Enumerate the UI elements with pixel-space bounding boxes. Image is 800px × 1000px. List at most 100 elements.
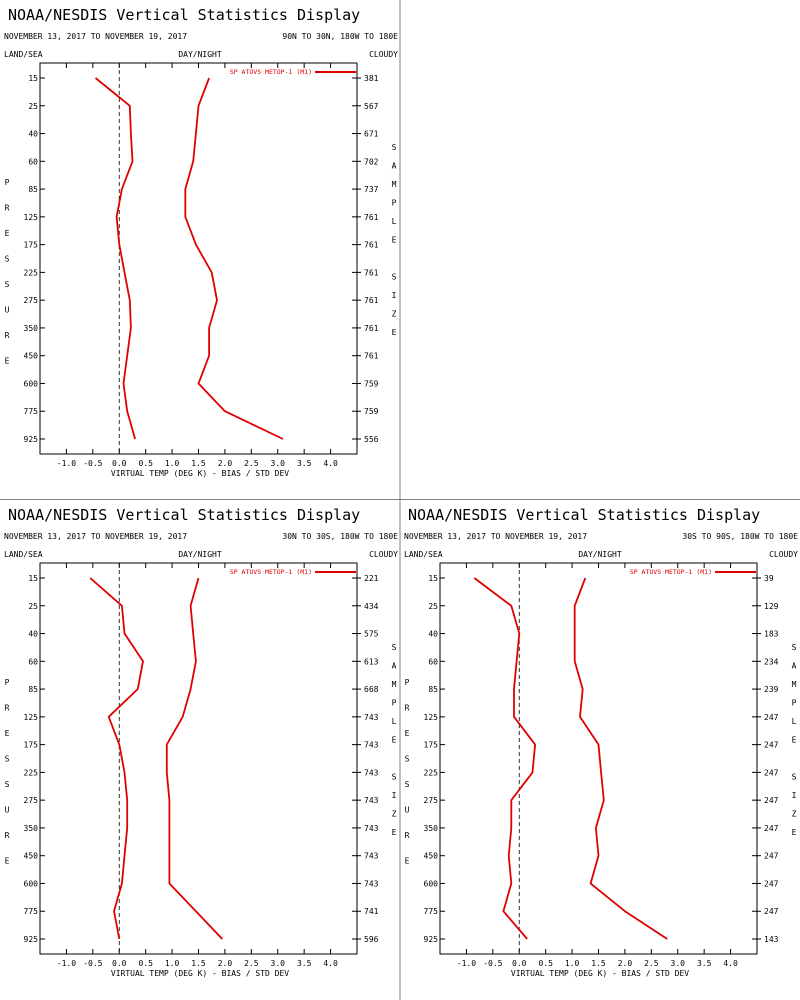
sample-size-label: 743 <box>364 852 379 861</box>
pressure-level-label: 125 <box>24 713 39 722</box>
land-sea-label: LAND/SEA <box>4 50 43 59</box>
pressure-level-label: 775 <box>24 407 39 416</box>
sample-size-label: 761 <box>364 324 379 333</box>
sample-size-label: 381 <box>364 74 379 83</box>
sample-size-label: 434 <box>364 602 379 611</box>
pressure-level-label: 60 <box>28 157 38 166</box>
pressure-level-label: 40 <box>28 130 38 139</box>
plot-frame <box>39 562 358 955</box>
sample-size-label: 596 <box>364 935 379 944</box>
x-tick-label: 2.5 <box>644 959 659 968</box>
pressure-level-label: 450 <box>24 852 39 861</box>
y2-axis-label-letter: P <box>392 199 397 208</box>
pressure-level-label: 125 <box>24 213 39 222</box>
sample-size-label: 39 <box>764 574 774 583</box>
y2-axis-label-letter: E <box>792 828 797 837</box>
y2-axis-label-letter: E <box>792 736 797 745</box>
y-axis-label-letter: S <box>405 755 410 764</box>
x-tick-label: 3.5 <box>297 459 312 468</box>
chart-title: NOAA/NESDIS Vertical Statistics Display <box>8 506 360 524</box>
date-range: NOVEMBER 13, 2017 TO NOVEMBER 19, 2017 <box>4 32 187 41</box>
pressure-level-label: 225 <box>424 768 439 777</box>
x-tick-label: 0.5 <box>538 959 553 968</box>
x-tick-label: 0.5 <box>138 459 153 468</box>
date-range: NOVEMBER 13, 2017 TO NOVEMBER 19, 2017 <box>4 532 187 541</box>
x-tick-label: 0.5 <box>138 959 153 968</box>
y2-axis-label-letter: M <box>792 680 797 689</box>
x-axis-label: VIRTUAL TEMP (DEG K) - BIAS / STD DEV <box>511 969 689 978</box>
sample-size-label: 743 <box>364 713 379 722</box>
pressure-level-label: 600 <box>24 879 39 888</box>
y2-axis-label-letter: I <box>392 291 397 300</box>
y2-axis-label-letter: M <box>392 680 397 689</box>
y-axis-label-letter: E <box>5 857 10 866</box>
y2-axis-label-letter: E <box>392 828 397 837</box>
y-axis-label-letter: E <box>5 229 10 238</box>
land-sea-label: LAND/SEA <box>4 550 43 559</box>
sample-size-label: 247 <box>764 907 779 916</box>
x-axis-label: VIRTUAL TEMP (DEG K) - BIAS / STD DEV <box>111 969 289 978</box>
pressure-level-label: 25 <box>28 102 38 111</box>
x-tick-label: 3.0 <box>271 459 286 468</box>
y-axis-label-letter: R <box>5 331 10 340</box>
panel-3: NOAA/NESDIS Vertical Statistics Display N… <box>404 506 798 978</box>
x-tick-label: 1.5 <box>191 959 206 968</box>
y2-axis-label-letter: S <box>392 273 397 282</box>
region-label: 90N TO 30N, 180W TO 180E <box>282 32 398 41</box>
x-tick-label: 2.0 <box>218 459 233 468</box>
y2-axis-label-letter: Z <box>392 810 397 819</box>
date-range: NOVEMBER 13, 2017 TO NOVEMBER 19, 2017 <box>404 532 587 541</box>
pressure-level-label: 275 <box>24 296 39 305</box>
x-tick-label: 3.0 <box>271 959 286 968</box>
pressure-level-label: 60 <box>28 657 38 666</box>
cloudy-label: CLOUDY <box>369 50 398 59</box>
y-axis-label-letter: P <box>405 678 410 687</box>
x-tick-label: 3.5 <box>697 959 712 968</box>
y2-axis-label-letter: I <box>792 791 797 800</box>
pressure-level-label: 775 <box>24 907 39 916</box>
y-axis-label-letter: S <box>405 780 410 789</box>
sample-size-label: 668 <box>364 685 379 694</box>
sample-size-label: 743 <box>364 879 379 888</box>
x-tick-label: 1.0 <box>565 959 580 968</box>
x-tick-label: 0.0 <box>112 459 127 468</box>
y2-axis-label-letter: S <box>392 773 397 782</box>
pressure-level-label: 225 <box>24 768 39 777</box>
y2-axis-label-letter: A <box>392 162 397 171</box>
x-axis-label: VIRTUAL TEMP (DEG K) - BIAS / STD DEV <box>111 469 289 478</box>
pressure-level-label: 60 <box>428 657 438 666</box>
y2-axis-label-letter: E <box>392 736 397 745</box>
region-label: 30N TO 30S, 180W TO 180E <box>282 532 398 541</box>
sample-size-label: 567 <box>364 102 379 111</box>
x-tick-label: -0.5 <box>83 959 102 968</box>
y-axis-label-letter: E <box>5 357 10 366</box>
sample-size-label: 761 <box>364 268 379 277</box>
y-axis-label-letter: R <box>5 831 10 840</box>
y2-axis-label-letter: E <box>392 328 397 337</box>
x-tick-label: 2.0 <box>218 959 233 968</box>
y-axis-label-letter: U <box>405 806 410 815</box>
y-axis-label-letter: S <box>5 255 10 264</box>
pressure-level-label: 350 <box>24 824 39 833</box>
pressure-level-label: 40 <box>28 630 38 639</box>
pressure-level-label: 125 <box>424 713 439 722</box>
x-tick-label: 1.5 <box>591 959 606 968</box>
sample-size-label: 761 <box>364 213 379 222</box>
series-line-std-dev <box>184 77 284 440</box>
y2-axis-label-letter: L <box>392 717 397 726</box>
region-label: 30S TO 90S, 180W TO 180E <box>682 532 798 541</box>
pressure-level-label: 85 <box>28 685 38 694</box>
y2-axis-label-letter: P <box>392 699 397 708</box>
y2-axis-label-letter: M <box>392 180 397 189</box>
pressure-level-label: 85 <box>28 185 38 194</box>
day-night-label: DAY/NIGHT <box>178 550 222 559</box>
x-tick-label: 0.0 <box>512 959 527 968</box>
series-line-bias <box>89 577 144 940</box>
sample-size-label: 247 <box>764 879 779 888</box>
sample-size-label: 741 <box>364 907 379 916</box>
pressure-level-label: 25 <box>428 602 438 611</box>
panel-1: NOAA/NESDIS Vertical Statistics Display N… <box>4 6 398 478</box>
legend-label: SP ATOVS METOP-1 (M1) <box>630 568 712 576</box>
y2-axis-label-letter: S <box>792 773 797 782</box>
